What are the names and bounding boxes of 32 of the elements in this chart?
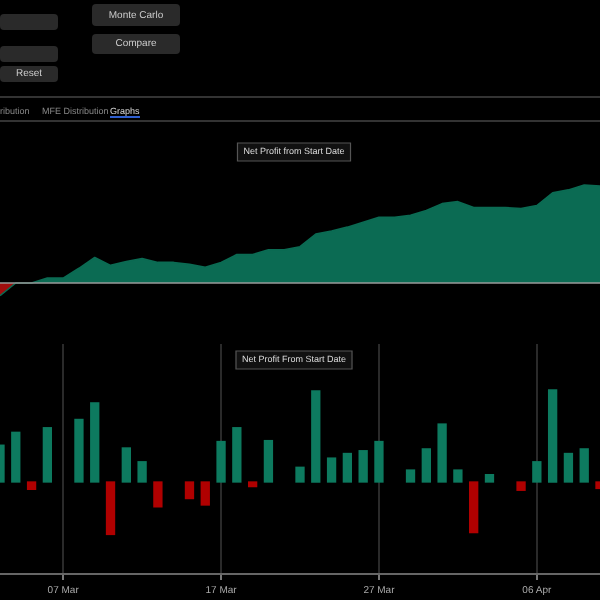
bar — [42, 427, 53, 483]
bar — [547, 389, 558, 483]
bar — [295, 466, 305, 483]
bar — [11, 431, 21, 483]
bar — [516, 481, 526, 491]
bar — [263, 439, 274, 483]
bar — [311, 390, 321, 483]
bar — [532, 461, 542, 483]
bar — [90, 402, 100, 483]
bar — [121, 447, 131, 483]
bar — [200, 481, 210, 506]
bar — [563, 452, 574, 483]
bar — [405, 469, 416, 483]
bar — [469, 481, 479, 534]
bar — [374, 440, 384, 483]
bar — [153, 481, 163, 508]
bar — [484, 473, 495, 483]
bar — [437, 423, 447, 483]
bar — [421, 448, 431, 483]
bar — [358, 450, 368, 483]
bar — [105, 481, 116, 536]
bar — [184, 481, 195, 500]
bar — [137, 461, 147, 483]
bar — [453, 469, 463, 483]
bar — [342, 452, 353, 483]
bar — [326, 457, 337, 483]
bar — [232, 427, 242, 483]
bar — [579, 448, 589, 483]
bar — [26, 481, 37, 491]
bar — [247, 481, 258, 488]
bar — [216, 440, 226, 483]
bar — [74, 418, 84, 483]
